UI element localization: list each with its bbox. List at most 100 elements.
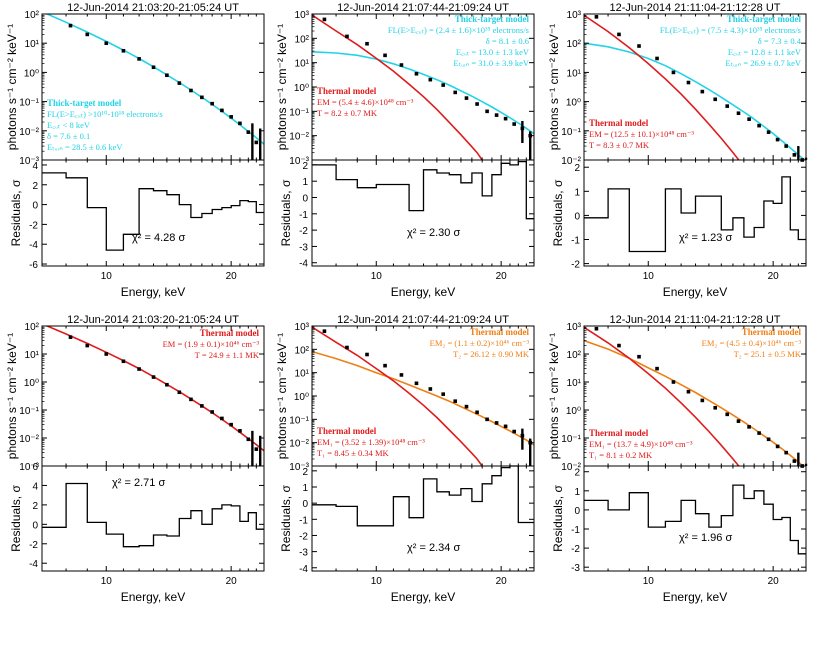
data-point [475,410,479,415]
x-tick-label: 20 [226,271,238,282]
residual-tick-label: 1 [302,177,308,188]
y-tick-label: 10² [25,322,40,333]
residual-tick-label: 2 [574,163,580,174]
data-point [736,419,741,423]
residual-tick-label: -3 [571,563,580,574]
model-curve-red [312,14,483,160]
data-point [246,130,251,134]
x-axis-label: Energy, keV [121,285,185,299]
residual-tick-label: 6 [32,462,38,473]
model-param: E꜀ᵤₜ = 13.0 ± 1.3 keV [456,47,530,57]
data-point [775,444,780,449]
data-point [414,71,419,76]
y-tick-label: 10⁻³ [19,156,39,167]
data-point [254,140,259,145]
x-axis-label: Energy, keV [121,590,185,604]
model-param: Eₜᵤᵣₙ = 31.0 ± 3.9 keV [453,58,529,68]
data-point [177,390,182,395]
data-point [238,121,242,126]
residual-histogram [584,176,806,253]
y-tick-label: 10⁻³ [19,462,39,473]
residual-tick-label: 0 [32,201,38,212]
data-point [165,73,169,78]
data-point [68,23,73,28]
model-curve-red [584,326,740,466]
data-point [725,104,730,108]
residual-tick-label: 0 [574,211,580,222]
y-tick-label: 10⁻² [289,132,309,143]
residual-tick-label: -2 [571,544,580,555]
y-tick-label: 10¹ [295,369,310,380]
residual-tick-label: 1 [574,487,580,498]
model-param: T₁ = 8.1 ± 0.2 MK [589,450,653,460]
data-point [383,53,387,58]
model-param: E꜀ᵤₜ < 8 keV [47,120,91,130]
residual-tick-label: -4 [299,564,308,575]
residual-histogram [312,465,534,527]
residual-tick-label: -1 [299,210,308,221]
model-curve-red [312,326,483,466]
x-axis-label: Energy, keV [391,590,455,604]
data-point [345,345,349,350]
y-axis-label: photons s⁻¹ cm⁻² keV⁻¹ [275,24,289,150]
data-point [792,153,797,157]
residual-tick-label: 2 [32,181,38,192]
residual-tick-label: 0 [302,194,308,205]
y-axis-label: photons s⁻¹ cm⁻² keV⁻¹ [547,24,561,150]
residual-tick-label: -2 [29,220,38,231]
y-axis-label: photons s⁻¹ cm⁻² keV⁻¹ [5,333,19,459]
data-point [766,130,771,134]
data-point [671,380,676,384]
y-tick-label: 10⁻³ [289,462,309,473]
data-point [485,109,489,114]
model-name: Thermal model [317,86,377,96]
model-name: Thermal model [589,118,649,128]
data-point [229,422,233,427]
model-name: Thermal model [470,327,530,337]
data-point [220,416,224,421]
y-tick-label: 10² [567,39,582,50]
y-tick-label: 10¹ [567,378,582,389]
data-point [137,57,141,61]
residual-histogram [584,484,806,555]
y-axis-label: photons s⁻¹ cm⁻² keV⁻¹ [547,333,561,459]
data-point [453,90,458,95]
chart-panel-1: 12-Jun-2014 21:03:20-21:05:24 UT 10² 10¹ 10… [5,2,265,299]
chart-panel-5: 12-Jun-2014 21:07:44-21:09:24 UT10³10²10… [275,314,535,604]
residual-tick-label: 2 [32,501,38,512]
chart-panel-3: 12-Jun-2014 21:11:04-21:12:28 UT10³10²10… [547,2,808,299]
panel-title: 12-Jun-2014 21:03:20-21:05:24 UT [67,2,239,14]
data-point [189,397,193,402]
y-tick-label: 10⁰ [566,406,581,417]
x-axis-label: Energy, keV [663,590,727,604]
y-tick-label: 10⁻² [289,439,309,450]
chart-panel-4: 12-Jun-2014 21:03:20-21:05:24 UT 10² 10¹ 10… [5,314,265,604]
data-point [757,431,761,435]
residual-tick-label: 2 [302,467,308,478]
model-name: Thermal model [317,426,377,436]
residual-tick-label: -4 [29,559,38,570]
chi-square-label: χ² = 4.28 σ [132,232,185,244]
data-point [121,48,126,53]
panel-title: 12-Jun-2014 21:03:20-21:05:24 UT [67,314,239,326]
model-curve-cyan [45,14,264,145]
data-point [210,410,214,414]
y-tick-label: 10³ [295,322,310,333]
data-point [700,89,705,94]
data-point [485,417,489,422]
y-tick-label: 10⁻¹ [289,415,309,426]
data-point [238,429,242,433]
residual-frame [583,159,807,267]
y-tick-label: 10⁻¹ [561,434,581,445]
residual-axis-label: Residuals, σ [551,179,565,246]
residual-tick-label: 1 [302,483,308,494]
x-tick-label: 10 [643,271,655,282]
residual-axis-label: Residuals, σ [551,485,565,552]
y-tick-label: 10⁻² [561,156,581,167]
x-tick-label: 20 [496,271,508,282]
model-param: EM₂ = (1.1 ± 0.2)×10⁴⁶ cm⁻³ [430,338,530,348]
residual-histogram [42,482,264,548]
model-param: EM = (12.5 ± 10.1)×10⁴⁸ cm⁻³ [589,129,694,139]
residual-tick-label: -2 [299,531,308,542]
data-point [220,108,224,113]
